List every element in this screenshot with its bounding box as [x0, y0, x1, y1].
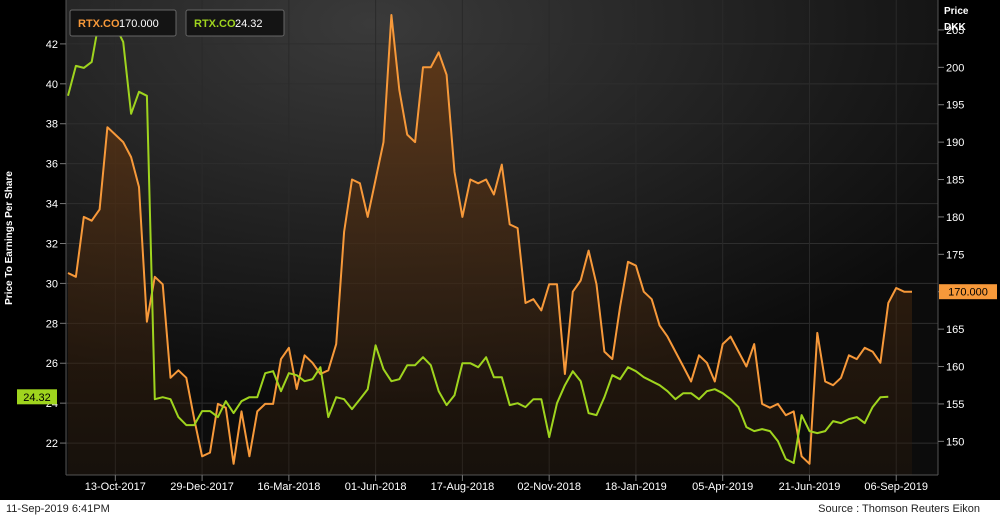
- x-axis-ticks: 13-Oct-2017 29-Dec-2017 16-Mar-2018 01-Jun-…: [85, 475, 928, 493]
- right-tick-label: 160: [946, 362, 964, 374]
- footer-source: Source : Thomson Reuters Eikon: [818, 503, 980, 515]
- right-axis-title-line2: DKK: [944, 22, 966, 33]
- left-tick-label: 30: [46, 278, 58, 290]
- series-lines: [67, 14, 912, 465]
- left-tick-label: 38: [46, 119, 58, 131]
- left-tick-label: 36: [46, 159, 58, 171]
- right-tick-label: 185: [946, 175, 964, 187]
- left-tick-label: 26: [46, 358, 58, 370]
- right-tick-label: 150: [946, 436, 964, 448]
- pe-ratio-line[interactable]: [67, 17, 889, 464]
- current-price-label: 170.000: [939, 284, 997, 300]
- right-tick-label: 190: [946, 137, 964, 149]
- x-tick-label: 21-Jun-2019: [779, 481, 841, 493]
- left-axis-title: Price To Earnings Per Share: [4, 171, 15, 305]
- x-tick-label: 06-Sep-2019: [864, 481, 928, 493]
- x-tick-label: 02-Nov-2018: [517, 481, 581, 493]
- x-tick-label: 01-Jun-2018: [345, 481, 407, 493]
- x-tick-label: 18-Jan-2019: [605, 481, 667, 493]
- legend-price-box: [69, 9, 177, 37]
- left-tick-label: 40: [46, 79, 58, 91]
- right-tick-label: 180: [946, 212, 964, 224]
- chart-area: 2224262830323436384042 15015516016517017…: [0, 0, 1000, 500]
- legend-pe[interactable]: RTX.CO 24.32: [185, 9, 285, 37]
- legend-price[interactable]: RTX.CO 170.000: [69, 9, 177, 37]
- x-tick-label: 13-Oct-2017: [85, 481, 146, 493]
- x-tick-label: 29-Dec-2017: [170, 481, 234, 493]
- right-tick-label: 200: [946, 62, 964, 74]
- right-tick-label: 155: [946, 399, 964, 411]
- left-tick-label: 22: [46, 438, 58, 450]
- current-price-label-text: 170.000: [948, 287, 988, 299]
- price-area-fill: [68, 15, 912, 475]
- left-tick-label: 34: [46, 199, 58, 211]
- legend-pe-box: [185, 9, 285, 37]
- current-pe-label-box: [17, 389, 57, 405]
- x-tick-label: 17-Aug-2018: [431, 481, 495, 493]
- left-axis-ticks: 2224262830323436384042: [46, 39, 66, 450]
- right-tick-label: 175: [946, 249, 964, 261]
- price-line[interactable]: [67, 14, 912, 465]
- right-tick-label: 165: [946, 324, 964, 336]
- current-pe-label-text: 24.32: [23, 392, 51, 404]
- legend-pe-value: 24.32: [235, 18, 263, 30]
- legend-price-value: 170.000: [119, 18, 159, 30]
- footer-timestamp: 11-Sep-2019 6:41PM: [6, 503, 110, 515]
- current-pe-label: 24.32: [17, 389, 57, 405]
- left-tick-label: 42: [46, 39, 58, 51]
- left-tick-label: 32: [46, 238, 58, 250]
- legend-price-name: RTX.CO: [78, 18, 120, 30]
- price-area: [68, 15, 912, 475]
- left-tick-label: 28: [46, 318, 58, 330]
- current-price-label-box: [939, 284, 997, 300]
- legend-pe-name: RTX.CO: [194, 18, 236, 30]
- right-tick-label: 205: [946, 25, 964, 37]
- right-tick-label: 195: [946, 100, 964, 112]
- x-tick-label: 05-Apr-2019: [692, 481, 753, 493]
- right-axis-title-line1: Price: [944, 6, 969, 17]
- chart-svg: 2224262830323436384042 15015516016517017…: [4, 0, 997, 493]
- x-tick-label: 16-Mar-2018: [257, 481, 320, 493]
